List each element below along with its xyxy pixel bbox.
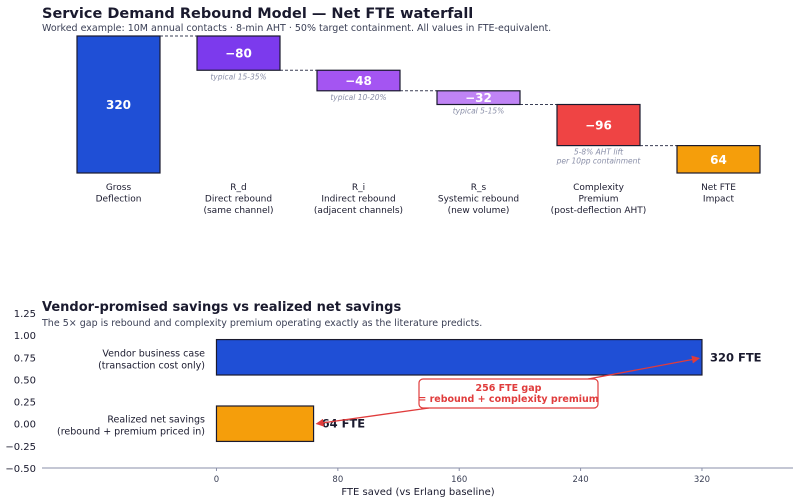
category-label: R_d — [230, 183, 246, 193]
savings-chart: Vendor-promised savings vs realized net … — [5, 300, 793, 498]
category-label: Direct rebound — [205, 195, 272, 205]
savings-subtitle: The 5× gap is rebound and complexity pre… — [41, 318, 482, 329]
category-label: (post-deflection AHT) — [551, 206, 647, 216]
x-tick-label: 160 — [451, 475, 467, 485]
category-label: R_s — [471, 183, 487, 193]
gap-arrow-up — [587, 355, 700, 380]
savings-bar — [215, 338, 703, 376]
waterfall-title: Service Demand Rebound Model — Net FTE w… — [42, 6, 473, 22]
waterfall-bar — [436, 90, 521, 106]
y-tick-label: 0.50 — [14, 375, 36, 386]
bar-value-label: 320 — [106, 98, 131, 112]
category-label: Gross — [106, 183, 132, 193]
x-tick-label: 240 — [572, 475, 588, 485]
savings-title: Vendor-promised savings vs realized net … — [42, 300, 401, 315]
bar-value-label: −80 — [225, 47, 252, 61]
savings-bars: 320 FTE Vendor business case(transaction … — [57, 338, 762, 443]
y-tick-label: 0.75 — [14, 353, 36, 364]
y-tick-label: 0.00 — [14, 420, 36, 431]
waterfall-bars — [76, 35, 761, 174]
category-label: Deflection — [96, 195, 142, 205]
category-label: Premium — [578, 195, 618, 205]
category-label: (adjacent channels) — [314, 206, 403, 216]
category-label: Impact — [703, 195, 735, 205]
bar-note: typical 5-15% — [453, 107, 505, 116]
y-tick-label: −0.50 — [5, 464, 36, 475]
waterfall-connectors — [160, 35, 677, 147]
category-label: Systemic rebound — [438, 195, 519, 205]
y-tick-label: −0.25 — [5, 442, 36, 453]
waterfall-labels: 320 Gross Deflection −80 typical 15-35% R_d Di… — [96, 47, 737, 216]
x-axis-label: FTE saved (vs Erlang baseline) — [341, 487, 494, 498]
bar-value-label: 64 FTE — [322, 417, 366, 431]
bar-note: typical 15-35% — [210, 72, 266, 81]
x-tick-label: 0 — [214, 475, 219, 485]
bar-value-label: −96 — [585, 119, 612, 133]
bar-note: per 10pp containment — [556, 157, 642, 166]
category-label: (new volume) — [448, 206, 510, 216]
gap-annotation-text: = rebound + complexity premium — [418, 394, 598, 405]
waterfall-bar — [76, 35, 161, 174]
category-label: Net FTE — [701, 183, 736, 193]
waterfall-bar — [196, 35, 281, 71]
bar-category-label: Vendor business case — [102, 348, 205, 359]
bar-category-label: (transaction cost only) — [98, 360, 205, 371]
savings-annotation: 256 FTE gap= rebound + complexity premiu… — [315, 355, 700, 427]
gap-annotation-box — [418, 378, 599, 409]
gap-arrow-down — [315, 407, 430, 427]
savings-axes: 1.25 1.00 0.75 0.50 0.25 0.00 −0.25 −0.50 0 80 160… — [5, 309, 793, 485]
waterfall-bar — [316, 69, 401, 92]
bar-value-label: 64 — [710, 153, 727, 167]
category-label: Indirect rebound — [321, 195, 395, 205]
bar-category-label: (rebound + premium priced in) — [57, 427, 205, 438]
category-label: (same channel) — [203, 206, 273, 216]
bar-note: 5-8% AHT lift — [574, 148, 624, 157]
waterfall-subtitle: Worked example: 10M annual contacts · 8-… — [42, 23, 551, 34]
gap-annotation-text: 256 FTE gap — [476, 383, 542, 394]
bar-value-label: −32 — [465, 91, 492, 105]
waterfall-bar — [556, 103, 641, 147]
y-tick-label: 1.25 — [14, 309, 36, 320]
waterfall-bar — [676, 145, 761, 174]
x-tick-label: 320 — [694, 475, 710, 485]
x-tick-label: 80 — [332, 475, 343, 485]
y-tick-label: 0.25 — [14, 398, 36, 409]
bar-value-label: 320 FTE — [710, 350, 762, 364]
category-label: Complexity — [573, 183, 625, 193]
bar-category-label: Realized net savings — [107, 415, 205, 426]
bar-note: typical 10-20% — [330, 93, 386, 102]
bar-value-label: −48 — [345, 74, 372, 88]
y-tick-label: 1.00 — [14, 331, 36, 342]
savings-bar — [215, 405, 315, 443]
waterfall-chart: Service Demand Rebound Model — Net FTE w… — [42, 6, 761, 216]
category-label: R_i — [352, 183, 365, 193]
